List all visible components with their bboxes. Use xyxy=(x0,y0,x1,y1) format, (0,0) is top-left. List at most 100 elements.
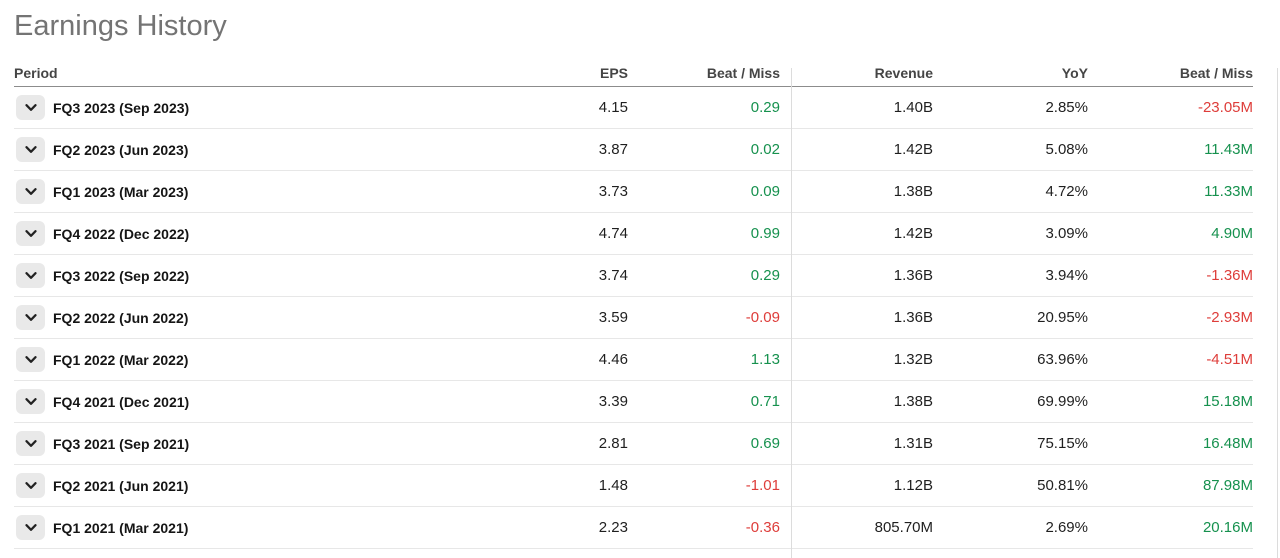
expand-row-button[interactable] xyxy=(16,305,45,330)
period-cell: FQ1 2021 (Mar 2021) xyxy=(14,515,528,540)
revenue-beat-miss: 11.43M xyxy=(1204,141,1253,158)
table-row: FQ1 2021 (Mar 2021) 2.23 -0.36 805.70M 2… xyxy=(14,507,1253,549)
revenue-beat-miss: -2.93M xyxy=(1206,309,1253,326)
eps-value: 3.59 xyxy=(598,309,628,326)
chevron-down-icon xyxy=(24,439,37,448)
period-cell: FQ2 2023 (Jun 2023) xyxy=(14,137,528,162)
revenue-beat-miss: 4.90M xyxy=(1211,225,1253,242)
eps-beat-miss: 0.29 xyxy=(750,267,780,284)
revenue-value: 1.31B xyxy=(893,435,933,452)
period-cell: FQ2 2022 (Jun 2022) xyxy=(14,305,528,330)
eps-beat-miss: 0.29 xyxy=(750,99,780,116)
period-cell: FQ3 2022 (Sep 2022) xyxy=(14,263,528,288)
eps-value: 4.15 xyxy=(598,99,628,116)
earnings-table: Period EPS Beat / Miss Revenue YoY Beat … xyxy=(14,60,1253,549)
expand-row-button[interactable] xyxy=(16,515,45,540)
expand-row-button[interactable] xyxy=(16,389,45,414)
period-label: FQ4 2021 (Dec 2021) xyxy=(53,393,190,410)
revenue-value: 1.12B xyxy=(893,477,933,494)
chevron-down-icon xyxy=(24,355,37,364)
yoy-value: 69.99% xyxy=(1037,393,1088,410)
eps-beat-miss: 0.71 xyxy=(750,393,780,410)
table-row: FQ4 2021 (Dec 2021) 3.39 0.71 1.38B 69.9… xyxy=(14,381,1253,423)
yoy-value: 50.81% xyxy=(1037,477,1088,494)
period-label: FQ3 2021 (Sep 2021) xyxy=(53,435,190,452)
column-header-eps: EPS xyxy=(599,65,628,81)
column-header-yoy: YoY xyxy=(1061,65,1088,81)
expand-row-button[interactable] xyxy=(16,431,45,456)
revenue-beat-miss: 16.48M xyxy=(1202,435,1253,452)
period-label: FQ2 2022 (Jun 2022) xyxy=(53,309,189,326)
table-row: FQ3 2023 (Sep 2023) 4.15 0.29 1.40B 2.85… xyxy=(14,87,1253,129)
period-cell: FQ3 2021 (Sep 2021) xyxy=(14,431,528,456)
chevron-down-icon xyxy=(24,523,37,532)
column-header-period: Period xyxy=(14,65,58,81)
period-cell: FQ1 2023 (Mar 2023) xyxy=(14,179,528,204)
revenue-beat-miss: -4.51M xyxy=(1206,351,1253,368)
table-row: FQ2 2021 (Jun 2021) 1.48 -1.01 1.12B 50.… xyxy=(14,465,1253,507)
expand-row-button[interactable] xyxy=(16,179,45,204)
column-header-revenue-beat-miss: Beat / Miss xyxy=(1179,65,1253,81)
eps-beat-miss: -0.36 xyxy=(745,519,780,536)
table-right-border xyxy=(1277,68,1278,558)
yoy-value: 4.72% xyxy=(1045,183,1088,200)
period-label: FQ1 2022 (Mar 2022) xyxy=(53,351,189,368)
eps-value: 4.46 xyxy=(598,351,628,368)
yoy-value: 20.95% xyxy=(1037,309,1088,326)
yoy-value: 63.96% xyxy=(1037,351,1088,368)
expand-row-button[interactable] xyxy=(16,95,45,120)
eps-beat-miss: 0.69 xyxy=(750,435,780,452)
period-label: FQ1 2023 (Mar 2023) xyxy=(53,183,189,200)
revenue-value: 1.36B xyxy=(893,267,933,284)
eps-beat-miss: 0.09 xyxy=(750,183,780,200)
yoy-value: 2.69% xyxy=(1045,519,1088,536)
chevron-down-icon xyxy=(24,145,37,154)
expand-row-button[interactable] xyxy=(16,473,45,498)
revenue-beat-miss: 20.16M xyxy=(1202,519,1253,536)
chevron-down-icon xyxy=(24,229,37,238)
eps-beat-miss: -0.09 xyxy=(745,309,780,326)
revenue-beat-miss: -23.05M xyxy=(1197,99,1253,116)
eps-value: 2.81 xyxy=(598,435,628,452)
yoy-value: 2.85% xyxy=(1045,99,1088,116)
revenue-beat-miss: 87.98M xyxy=(1202,477,1253,494)
table-body: FQ3 2023 (Sep 2023) 4.15 0.29 1.40B 2.85… xyxy=(14,87,1253,549)
page-title: Earnings History xyxy=(14,10,227,42)
period-label: FQ2 2023 (Jun 2023) xyxy=(53,141,189,158)
revenue-value: 1.32B xyxy=(893,351,933,368)
chevron-down-icon xyxy=(24,397,37,406)
period-cell: FQ2 2021 (Jun 2021) xyxy=(14,473,528,498)
yoy-value: 3.94% xyxy=(1045,267,1088,284)
expand-row-button[interactable] xyxy=(16,263,45,288)
column-header-revenue: Revenue xyxy=(874,65,933,81)
table-row: FQ3 2021 (Sep 2021) 2.81 0.69 1.31B 75.1… xyxy=(14,423,1253,465)
revenue-beat-miss: 11.33M xyxy=(1204,183,1253,200)
eps-beat-miss: 0.99 xyxy=(750,225,780,242)
chevron-down-icon xyxy=(24,187,37,196)
period-label: FQ3 2022 (Sep 2022) xyxy=(53,267,190,284)
chevron-down-icon xyxy=(24,481,37,490)
expand-row-button[interactable] xyxy=(16,221,45,246)
table-column-divider xyxy=(791,68,792,558)
period-label: FQ1 2021 (Mar 2021) xyxy=(53,519,189,536)
revenue-beat-miss: 15.18M xyxy=(1202,393,1253,410)
table-row: FQ3 2022 (Sep 2022) 3.74 0.29 1.36B 3.94… xyxy=(14,255,1253,297)
eps-beat-miss: -1.01 xyxy=(745,477,780,494)
eps-value: 3.39 xyxy=(598,393,628,410)
yoy-value: 3.09% xyxy=(1045,225,1088,242)
table-row: FQ1 2023 (Mar 2023) 3.73 0.09 1.38B 4.72… xyxy=(14,171,1253,213)
revenue-value: 1.42B xyxy=(893,141,933,158)
table-header: Period EPS Beat / Miss Revenue YoY Beat … xyxy=(14,60,1253,87)
table-row: FQ2 2022 (Jun 2022) 3.59 -0.09 1.36B 20.… xyxy=(14,297,1253,339)
table-row: FQ1 2022 (Mar 2022) 4.46 1.13 1.32B 63.9… xyxy=(14,339,1253,381)
revenue-value: 805.70M xyxy=(874,519,933,536)
expand-row-button[interactable] xyxy=(16,137,45,162)
eps-value: 2.23 xyxy=(598,519,628,536)
period-cell: FQ4 2021 (Dec 2021) xyxy=(14,389,528,414)
chevron-down-icon xyxy=(24,271,37,280)
table-row: FQ4 2022 (Dec 2022) 4.74 0.99 1.42B 3.09… xyxy=(14,213,1253,255)
eps-value: 3.74 xyxy=(598,267,628,284)
expand-row-button[interactable] xyxy=(16,347,45,372)
eps-beat-miss: 1.13 xyxy=(750,351,780,368)
revenue-value: 1.38B xyxy=(893,183,933,200)
